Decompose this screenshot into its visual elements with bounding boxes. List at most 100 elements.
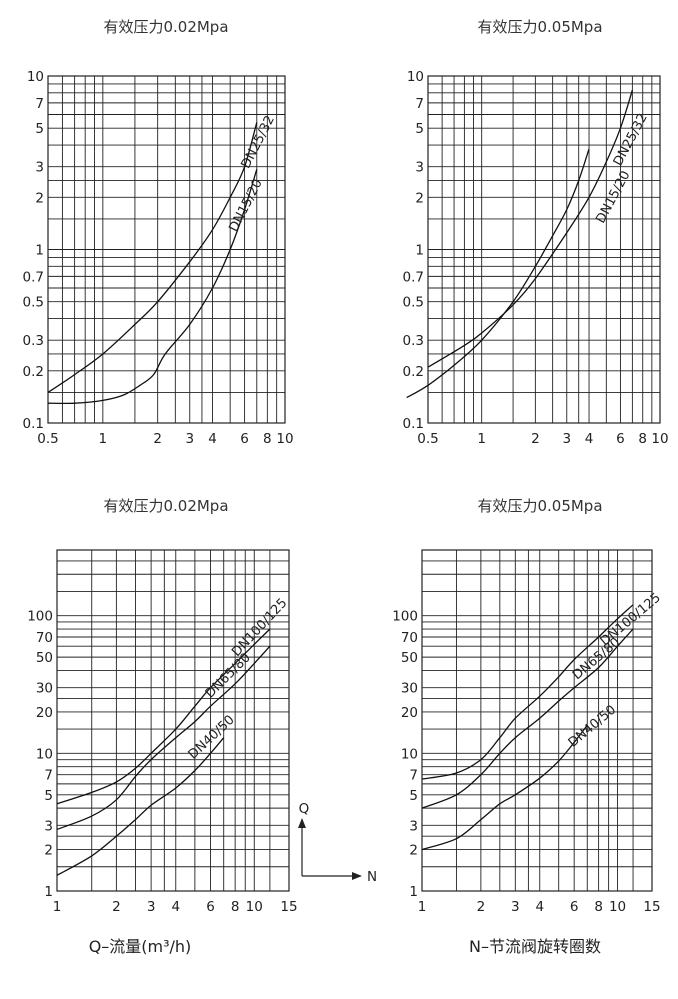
y-tick-label: 0.2 (23, 364, 44, 380)
y-tick-label: 0.7 (23, 269, 44, 285)
x-tick-label: 15 (280, 899, 297, 915)
x-tick-label: 3 (147, 899, 156, 915)
x-tick-label: 6 (570, 899, 579, 915)
y-tick-label: 10 (36, 746, 53, 762)
y-tick-label: 0.3 (23, 333, 44, 349)
y-tick-label: 0.1 (23, 416, 44, 432)
y-tick-label: 10 (407, 69, 424, 85)
x-tick-label: 10 (276, 431, 293, 447)
y-tick-label: 50 (36, 650, 53, 666)
y-tick-label: 0.3 (403, 333, 424, 349)
x-tick-label: 8 (263, 431, 272, 447)
x-tick-label: 2 (531, 431, 540, 447)
y-tick-label: 5 (409, 788, 418, 804)
indicator-x-arrow (352, 872, 362, 880)
y-tick-label: 1 (409, 884, 418, 900)
y-tick-label: 0.5 (403, 295, 424, 311)
x-tick-label: 10 (246, 899, 263, 915)
x-tick-label: 15 (643, 899, 660, 915)
y-tick-label: 0.2 (403, 364, 424, 380)
plot-frame (427, 75, 661, 424)
x-tick-label: 6 (616, 431, 625, 447)
x-tick-label: 3 (185, 431, 194, 447)
y-tick-label: 5 (44, 788, 53, 804)
x-tick-label: 0.5 (37, 431, 58, 447)
series-line (427, 89, 634, 368)
indicator-y-arrow (298, 818, 306, 828)
series-line (406, 148, 590, 399)
x-tick-label: 4 (585, 431, 594, 447)
y-tick-label: 0.1 (403, 416, 424, 432)
x-tick-label: 1 (53, 899, 62, 915)
series-label: DN25/32 (611, 111, 651, 169)
x-tick-label: 0.5 (417, 431, 438, 447)
x-tick-label: 2 (477, 899, 486, 915)
axis-indicator: Q N (298, 801, 377, 885)
series-line (56, 628, 271, 805)
series-label: DN15/20 (226, 177, 265, 235)
x-axis-caption: N–节流阀旋转圈数 (469, 937, 601, 956)
series-line (56, 645, 271, 831)
panel-title: 有效压力0.05Mpa (477, 497, 602, 515)
y-tick-label: 50 (401, 650, 418, 666)
y-tick-label: 0.5 (23, 295, 44, 311)
indicator-n-label: N (367, 869, 377, 885)
y-tick-label: 100 (27, 609, 53, 625)
series-label: DN40/50 (566, 702, 619, 750)
x-tick-label: 8 (638, 431, 647, 447)
y-tick-label: 7 (35, 96, 44, 112)
x-tick-label: 4 (535, 899, 544, 915)
x-tick-label: 2 (153, 431, 162, 447)
y-tick-label: 2 (409, 843, 418, 859)
y-tick-label: 2 (44, 843, 53, 859)
x-tick-label: 6 (206, 899, 215, 915)
indicator-q-label: Q (299, 801, 310, 817)
series-label: DN100/125 (229, 596, 290, 660)
series-line (421, 724, 588, 851)
y-tick-label: 30 (36, 681, 53, 697)
x-tick-label: 8 (231, 899, 240, 915)
y-tick-label: 7 (409, 768, 418, 784)
y-tick-label: 20 (36, 705, 53, 721)
x-tick-label: 3 (562, 431, 571, 447)
y-tick-label: 2 (415, 190, 424, 206)
y-tick-label: 30 (401, 681, 418, 697)
plot-frame (56, 549, 290, 892)
y-tick-label: 2 (35, 190, 44, 206)
y-tick-label: 20 (401, 705, 418, 721)
y-tick-label: 0.7 (403, 269, 424, 285)
x-tick-label: 8 (594, 899, 603, 915)
x-tick-label: 10 (609, 899, 626, 915)
plot-frame (421, 549, 653, 892)
y-tick-label: 10 (27, 69, 44, 85)
y-tick-label: 1 (44, 884, 53, 900)
y-tick-label: 3 (409, 818, 418, 834)
y-tick-label: 100 (392, 609, 418, 625)
y-tick-label: 3 (44, 818, 53, 834)
x-tick-label: 3 (511, 899, 520, 915)
series-label: DN65/80 (570, 635, 623, 683)
x-tick-label: 1 (418, 899, 427, 915)
y-tick-label: 7 (415, 96, 424, 112)
x-tick-label: 4 (171, 899, 180, 915)
series-line (56, 737, 225, 876)
series-line (47, 122, 258, 393)
y-tick-label: 1 (35, 243, 44, 259)
y-tick-label: 3 (35, 160, 44, 176)
x-tick-label: 2 (112, 899, 121, 915)
x-tick-label: 6 (240, 431, 249, 447)
x-tick-label: 10 (651, 431, 668, 447)
y-tick-label: 5 (415, 121, 424, 137)
series-line (421, 628, 634, 809)
y-tick-label: 3 (415, 160, 424, 176)
series-line (421, 604, 634, 780)
panel-title: 有效压力0.05Mpa (477, 18, 602, 36)
y-tick-label: 1 (415, 243, 424, 259)
series-line (47, 169, 258, 405)
